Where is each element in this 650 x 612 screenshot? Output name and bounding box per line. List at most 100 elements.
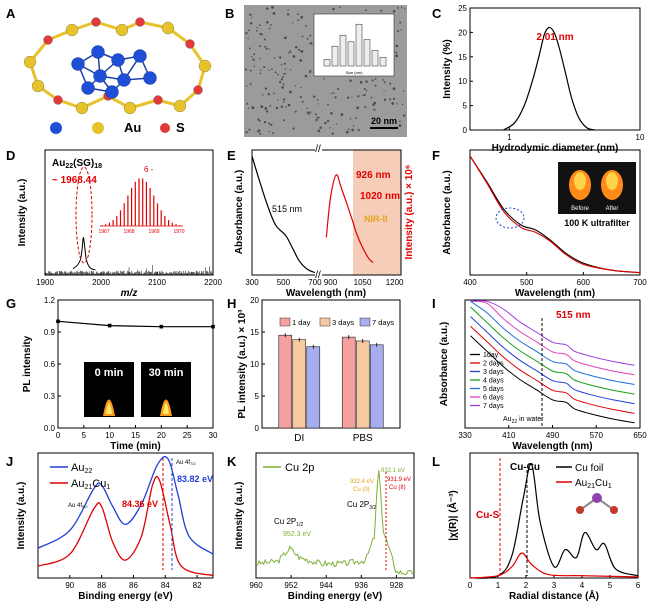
tem-particle (249, 69, 252, 72)
glow-30min-core (163, 403, 169, 414)
note-au22-water: Au22 in water (503, 416, 544, 425)
tem-particle (319, 126, 322, 129)
tem-particle (266, 21, 269, 24)
tem-particle (330, 112, 333, 115)
tem-particle (373, 101, 377, 105)
legend-label: 1day (483, 352, 499, 359)
x-tick-label: 10 (636, 133, 645, 142)
tem-particle (301, 16, 303, 19)
series-line-4 (470, 306, 635, 395)
axes-c: 1 10 0 5 10 15 20 25 Hydrodymic diameter (nm) Int… (442, 4, 645, 154)
x-tick-label: 570 (590, 431, 604, 440)
inset-caption: 100 K ultrafilter (564, 218, 630, 228)
tem-particle (261, 94, 264, 96)
y-tick-label: 0.3 (44, 392, 56, 401)
bar (292, 339, 307, 429)
au-shell-atom (31, 79, 45, 93)
annotation-926: 926 nm (356, 170, 391, 181)
series-line-1 (470, 335, 635, 424)
tem-particle (304, 74, 308, 78)
tem-particle (306, 111, 310, 114)
tem-particle (329, 127, 331, 129)
tem-particle (289, 90, 292, 94)
x-tick-label: 5 (608, 581, 613, 590)
panel-f: F 400 500 600 700 Wavelength (nm) Absorbance … (432, 148, 647, 299)
absorbance-after-line (469, 155, 641, 274)
x-tick-label: 0 (468, 581, 473, 590)
au-shell-atom (23, 55, 37, 69)
tem-particle (287, 103, 291, 107)
tem-particle (309, 34, 312, 37)
tem-particle (365, 80, 368, 83)
glow-0min-core (106, 403, 112, 414)
au-shell-atom (161, 21, 175, 35)
annotation-932-4: 932.4 eV (350, 479, 374, 485)
tem-particles (245, 6, 406, 135)
pl-stability-points (56, 319, 215, 329)
panel-label: C (432, 6, 442, 21)
plot-frame (37, 452, 214, 579)
axes-k: 960 952 944 936 928 Binding energy (eV) Intens… (234, 482, 404, 602)
tem-particle (383, 98, 387, 101)
legend-au-shell-marker (92, 122, 104, 134)
isotope-pattern-inset (100, 178, 183, 227)
tem-particle (297, 48, 301, 52)
tem-particle (332, 7, 335, 11)
tem-particle (287, 9, 289, 11)
bar (341, 336, 356, 429)
bar-group (278, 333, 384, 429)
plot-frame (469, 7, 641, 131)
x-tick-label: 410 (502, 431, 516, 440)
cu2p-spectrum (255, 469, 414, 576)
tem-particle (294, 110, 297, 113)
model-atom-cu (592, 493, 602, 503)
tem-particle (245, 31, 248, 35)
annotation-83-82: 83.82 eV (177, 474, 213, 484)
tem-particle (251, 106, 255, 110)
x-axis-title: Binding energy (eV) (288, 591, 382, 602)
panel-label: L (432, 454, 440, 469)
x-tick-label: 2000 (92, 278, 110, 287)
tem-particle (301, 100, 304, 103)
tem-particle (351, 128, 354, 132)
tem-particle (324, 121, 327, 125)
y-tick-label: 10 (250, 360, 259, 369)
au21cu1-spectrum (37, 475, 214, 577)
charge-label: 6 - (144, 165, 154, 174)
y-tick-label: 0 (463, 126, 468, 135)
au-core-atom (71, 57, 85, 71)
legend: 1 day 3 days 7 days (279, 317, 394, 327)
au-core-atom (111, 53, 125, 67)
y-tick-label: 10 (458, 77, 467, 86)
tem-particle (250, 56, 253, 58)
tem-particle (402, 90, 405, 93)
y-tick-label: 15 (458, 53, 467, 62)
x-tick-label: 5 (82, 431, 87, 440)
tem-particle (363, 93, 366, 96)
x-axis-title: Wavelength (nm) (512, 441, 592, 452)
annotation-1020: 1020 nm (360, 191, 400, 202)
tem-particle (285, 106, 287, 108)
x-tick-label: 25 (183, 431, 192, 440)
panel-i: I 330 410 490 570 650 Wavelength (nm) Absorban… (432, 296, 647, 452)
tem-particle (268, 48, 271, 50)
x-tick-label: 700 (633, 278, 647, 287)
histogram-bar (331, 45, 339, 67)
y-axis-title: PL intensity (a.u.) × 10³ (237, 309, 248, 419)
x-tick-label: 500 (520, 278, 534, 287)
histogram-bar (363, 39, 371, 67)
x-category-label: DI (294, 433, 304, 444)
tem-particle (391, 102, 395, 105)
tem-particle (317, 103, 319, 105)
panel-a: A Au S (6, 6, 212, 135)
tem-particle (291, 22, 294, 24)
x-tick-label: 10 (105, 431, 114, 440)
tem-particle (310, 42, 313, 45)
panel-label: K (227, 454, 237, 469)
panel-label: I (432, 296, 436, 311)
y-axis-title: Intensity (a.u.) (17, 179, 28, 247)
tem-particle (348, 128, 350, 131)
tem-particle (396, 103, 398, 105)
tem-particle (389, 98, 392, 101)
